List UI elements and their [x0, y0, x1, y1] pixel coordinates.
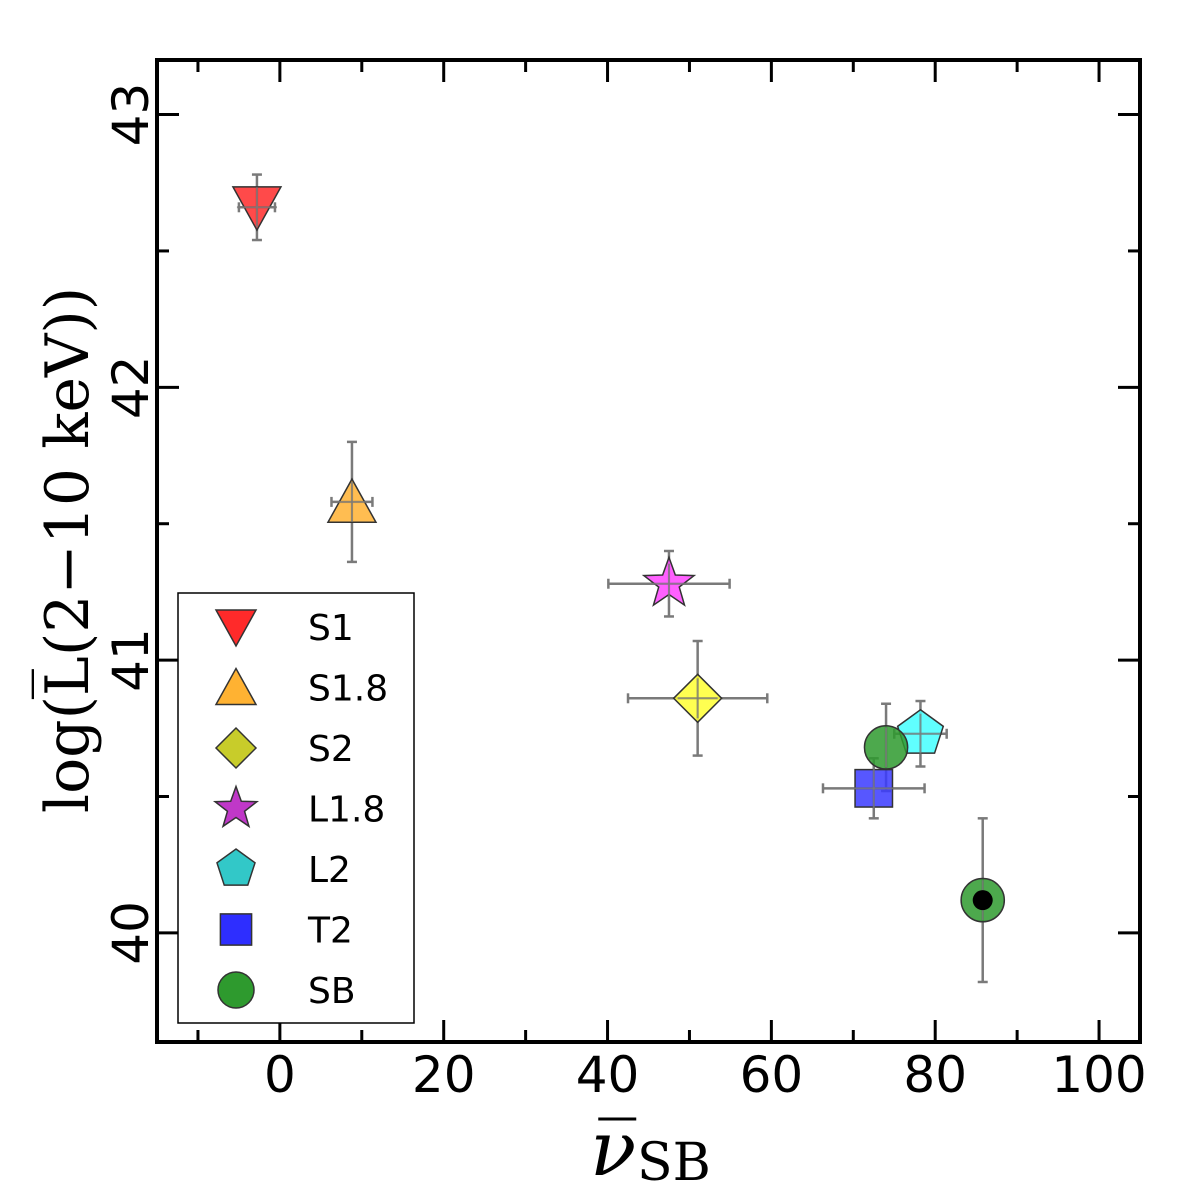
legend-marker [214, 666, 258, 706]
legend-box [177, 592, 415, 1024]
legend-item-t2: T2 [219, 911, 353, 952]
legend-label: S2 [308, 729, 354, 770]
data-points [231, 186, 1006, 923]
legend-item-s2: S2 [214, 726, 354, 770]
y-axis-label: log(L̅(2−10 keV)) [31, 287, 103, 813]
plot-frame [155, 58, 1142, 1044]
legend-marker [214, 726, 258, 770]
x-tick-label: 0 [264, 1046, 296, 1104]
legend-label: S1 [308, 608, 354, 649]
legend-label: S1.8 [308, 669, 388, 710]
x-axis-label-main: ν̅ [590, 1104, 636, 1193]
legend-label: L1.8 [308, 790, 385, 831]
legend-marker [212, 784, 260, 829]
y-tick-label: 41 [102, 628, 160, 692]
legend-marker [216, 848, 256, 886]
x-tick-label: 80 [903, 1046, 967, 1104]
x-tick-label: 20 [412, 1046, 476, 1104]
legend-item-l2: L2 [216, 848, 351, 891]
legend: S1 S1.8 S2 L1.8 L2 T2 SB [177, 592, 415, 1024]
y-tick-label: 40 [102, 901, 160, 965]
legend-label: L2 [308, 850, 351, 891]
tick-labels: 0 20 40 60 80 100 40 41 42 43 [102, 83, 1147, 1104]
x-axis-label: ν̅ SB [590, 1104, 711, 1193]
legend-label: T2 [307, 911, 353, 952]
x-tick-label: 100 [1051, 1046, 1146, 1104]
data-point-center-dot [972, 890, 993, 911]
legend-item-s1-8: S1.8 [214, 666, 388, 710]
legend-marker [217, 971, 255, 1009]
x-tick-label: 60 [740, 1046, 804, 1104]
legend-marker [214, 609, 258, 648]
legend-item-l1-8: L1.8 [212, 784, 385, 831]
legend-item-s1: S1 [214, 608, 354, 649]
x-axis-label-subscript: SB [637, 1133, 711, 1193]
y-tick-label: 43 [102, 83, 160, 147]
legend-label: SB [308, 971, 356, 1012]
y-tick-label: 42 [102, 356, 160, 420]
legend-marker [219, 913, 253, 946]
legend-item-sb: SB [217, 971, 356, 1012]
x-tick-label: 40 [576, 1046, 640, 1104]
